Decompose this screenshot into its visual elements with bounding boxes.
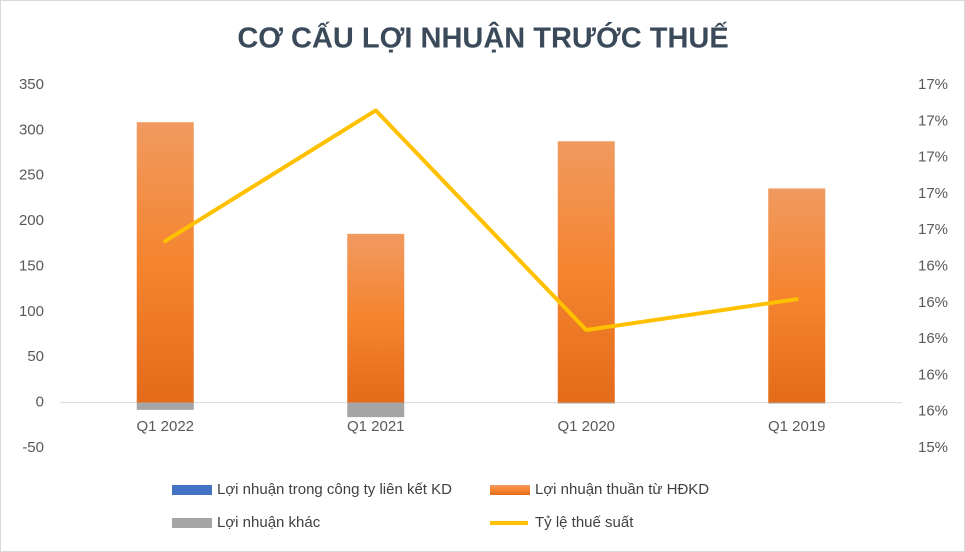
x-tick-label: Q1 2019 (768, 418, 826, 435)
y2-tick-label: 17% (918, 221, 948, 238)
bar (557, 141, 615, 403)
y-tick-label: 100 (19, 303, 44, 320)
y-tick-label: 350 (19, 76, 44, 93)
x-tick-label: Q1 2021 (347, 418, 405, 435)
legend-label: Lợi nhuận khác (217, 514, 321, 531)
y2-tick-label: 17% (918, 112, 948, 129)
bar (136, 122, 194, 403)
bar (347, 402, 405, 418)
legend-label: Lợi nhuận thuần từ HĐKD (535, 481, 709, 498)
bar (768, 188, 826, 403)
y-tick-label: -50 (22, 439, 44, 456)
bar (557, 402, 615, 404)
legend-swatch (172, 485, 212, 495)
y2-tick-label: 15% (918, 439, 948, 456)
x-tick-label: Q1 2020 (557, 418, 615, 435)
bar (347, 233, 405, 403)
line (163, 108, 799, 333)
y2-tick-label: 17% (918, 149, 948, 166)
y2-tick-label: 16% (918, 403, 948, 420)
y-tick-label: 150 (19, 257, 44, 274)
legend-swatch (490, 485, 530, 495)
x-tick-label: Q1 2022 (136, 418, 194, 435)
y2-tick-label: 16% (918, 366, 948, 383)
y2-tick-label: 17% (918, 76, 948, 93)
legend-label: Tỷ lệ thuế suất (535, 514, 634, 531)
bar (768, 402, 826, 404)
y-tick-label: 50 (27, 348, 44, 365)
y-tick-label: 300 (19, 121, 44, 138)
chart-title: CƠ CẤU LỢI NHUẬN TRƯỚC THUẾ (237, 21, 728, 55)
y2-tick-label: 17% (918, 185, 948, 202)
y2-tick-label: 16% (918, 330, 948, 347)
y2-tick-label: 16% (918, 294, 948, 311)
bar (136, 402, 194, 410)
y2-tick-label: 16% (918, 257, 948, 274)
legend-swatch (172, 518, 212, 528)
y-tick-label: 200 (19, 212, 44, 229)
y-tick-label: 250 (19, 167, 44, 184)
y-tick-label: 0 (36, 394, 44, 411)
legend-label: Lợi nhuận trong công ty liên kết KD (217, 481, 452, 498)
